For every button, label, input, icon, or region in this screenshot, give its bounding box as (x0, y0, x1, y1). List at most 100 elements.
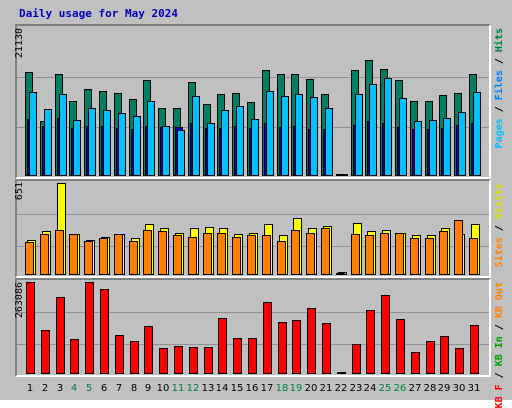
sites-bar-day-30 (454, 220, 463, 275)
legend-hits: Hits (494, 28, 505, 53)
kbytes-bar-day-22 (337, 372, 346, 374)
x-tick-label: 29 (437, 383, 451, 394)
panel-kbytes-frame (15, 278, 491, 377)
sites-bar-day-7 (114, 234, 123, 275)
x-tick-label: 9 (144, 383, 152, 394)
panel-kbytes-legend: KB F / KB In / KB Out (494, 282, 505, 408)
kbytes-bar-day-26 (396, 319, 405, 374)
x-tick-label: 23 (349, 383, 363, 394)
pages-bar-day-28 (429, 120, 437, 176)
sites-bar-day-24 (365, 235, 374, 275)
pages-bar-day-1 (29, 92, 37, 176)
kbytes-bar-day-8 (130, 341, 139, 374)
pages-bar-day-8 (133, 116, 141, 176)
sites-bar-day-6 (99, 238, 108, 275)
legend-sep: / (494, 219, 505, 238)
sites-bar-day-10 (158, 231, 167, 275)
x-tick-label: 11 (171, 383, 185, 394)
sites-bar-day-20 (306, 233, 315, 275)
sites-bar-day-12 (188, 237, 197, 275)
x-tick-label: 16 (245, 383, 259, 394)
x-tick-label: 1 (26, 383, 34, 394)
pages-bar-day-22 (340, 174, 348, 176)
panel-hits-max-label: 21130 (14, 28, 25, 59)
x-tick-label: 22 (334, 383, 348, 394)
sites-bar-day-19 (291, 230, 300, 275)
kbytes-bar-day-4 (70, 339, 79, 374)
kbytes-bar-day-23 (352, 344, 361, 374)
kbytes-bar-day-27 (411, 352, 420, 374)
x-tick-label: 6 (100, 383, 108, 394)
kbytes-bar-day-2 (41, 330, 50, 374)
kbytes-bar-day-29 (440, 336, 449, 374)
x-tick-label: 31 (467, 383, 481, 394)
kbytes-bar-day-5 (85, 282, 94, 374)
kbytes-bar-day-9 (144, 326, 153, 374)
kbytes-bar-day-25 (381, 295, 390, 374)
kbytes-bar-day-6 (100, 289, 109, 374)
kbytes-bar-day-15 (233, 338, 242, 374)
pages-bar-day-26 (399, 98, 407, 176)
sites-bar-day-26 (395, 233, 404, 275)
x-tick-label: 30 (452, 383, 466, 394)
x-tick-label: 5 (85, 383, 93, 394)
pages-bar-day-25 (384, 78, 392, 176)
legend-sep: / (494, 318, 505, 337)
gridline (17, 214, 489, 215)
sites-bar-day-25 (380, 233, 389, 275)
kbytes-bar-day-24 (366, 310, 375, 374)
x-tick-label: 24 (363, 383, 377, 394)
x-tick-label: 21 (319, 383, 333, 394)
panel-visits-legend: Sites / Visits (494, 183, 505, 267)
kbytes-bar-day-13 (204, 347, 213, 374)
x-tick-label: 18 (275, 383, 289, 394)
pages-bar-day-31 (473, 92, 481, 176)
x-tick-label: 14 (215, 383, 229, 394)
kbytes-bar-day-20 (307, 308, 316, 374)
legend-kb-out: KB Out (494, 282, 505, 319)
sites-bar-day-21 (321, 228, 330, 275)
gridline (17, 77, 489, 78)
x-tick-label: 8 (130, 383, 138, 394)
pages-bar-day-16 (251, 119, 259, 176)
x-tick-label: 12 (186, 383, 200, 394)
kbytes-bar-day-31 (470, 325, 479, 374)
sites-bar-day-14 (217, 233, 226, 275)
kbytes-bar-day-1 (26, 282, 35, 374)
x-tick-label: 10 (156, 383, 170, 394)
x-tick-label: 20 (304, 383, 318, 394)
chart-title: Daily usage for May 2024 (19, 7, 178, 20)
legend-sites: Sites (494, 237, 505, 268)
legend-pages: Pages (494, 118, 505, 149)
kbytes-bar-day-17 (263, 302, 272, 374)
x-tick-label: 2 (41, 383, 49, 394)
panel-hits-legend: Pages / Files / Hits (494, 28, 505, 148)
pages-bar-day-27 (414, 121, 422, 176)
sites-bar-day-16 (247, 235, 256, 275)
pages-bar-day-3 (59, 94, 67, 176)
legend-sep: / (494, 52, 505, 71)
sites-bar-day-28 (425, 238, 434, 275)
kbytes-bar-day-11 (174, 346, 183, 374)
kbytes-bar-day-14 (218, 318, 227, 374)
sites-bar-day-23 (351, 234, 360, 275)
panel-visits-frame (15, 179, 491, 278)
kbytes-bar-day-28 (426, 341, 435, 374)
sites-bar-day-2 (40, 234, 49, 275)
pages-bar-day-11 (177, 130, 185, 176)
pages-bar-day-9 (147, 101, 155, 176)
legend-visits: Visits (494, 183, 505, 220)
legend-sep: / (494, 100, 505, 119)
x-tick-label: 27 (408, 383, 422, 394)
sites-bar-day-17 (262, 235, 271, 275)
sites-bar-day-1 (25, 242, 34, 275)
kbytes-bar-day-7 (115, 335, 124, 374)
x-tick-label: 25 (378, 383, 392, 394)
sites-bar-day-4 (69, 234, 78, 275)
pages-bar-day-19 (295, 94, 303, 176)
legend-files: Files (494, 70, 505, 101)
kbytes-bar-day-30 (455, 348, 464, 374)
pages-bar-day-18 (281, 96, 289, 176)
pages-bar-day-17 (266, 91, 274, 176)
